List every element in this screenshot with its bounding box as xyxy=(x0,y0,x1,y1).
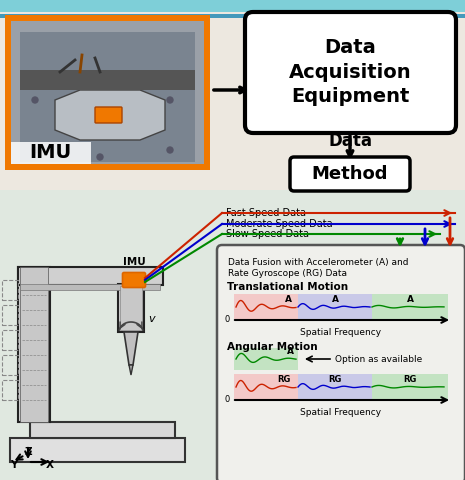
Bar xyxy=(2,280,18,300)
Bar xyxy=(18,267,50,422)
Text: 0: 0 xyxy=(225,315,230,324)
Text: A: A xyxy=(332,295,339,304)
Text: Slow Speed Data: Slow Speed Data xyxy=(226,229,309,239)
Text: Data: Data xyxy=(328,132,372,150)
Bar xyxy=(0,12,465,260)
Text: RG: RG xyxy=(277,375,291,384)
Text: IMU: IMU xyxy=(123,257,146,267)
FancyBboxPatch shape xyxy=(245,12,456,133)
Circle shape xyxy=(32,147,38,153)
Bar xyxy=(298,294,372,320)
Text: A: A xyxy=(285,295,292,304)
Text: A: A xyxy=(286,347,293,356)
Bar xyxy=(2,305,18,325)
Text: X: X xyxy=(46,460,54,470)
Text: Option as available: Option as available xyxy=(335,355,422,363)
Text: Translational Motion: Translational Motion xyxy=(227,282,348,292)
Text: Method: Method xyxy=(312,165,388,183)
Bar xyxy=(18,267,163,285)
Bar xyxy=(0,260,465,480)
Text: Data
Acquisition
Equipment: Data Acquisition Equipment xyxy=(289,38,412,106)
Text: Moderate Speed Data: Moderate Speed Data xyxy=(226,219,332,229)
Polygon shape xyxy=(30,422,175,438)
Bar xyxy=(20,32,195,162)
Bar xyxy=(11,142,91,164)
Polygon shape xyxy=(129,365,133,375)
Bar xyxy=(234,374,298,400)
Text: A: A xyxy=(406,295,413,304)
Text: Data Fusion with Accelerometer (A) and: Data Fusion with Accelerometer (A) and xyxy=(228,258,408,267)
Text: Fast Speed Data: Fast Speed Data xyxy=(226,208,306,218)
Text: Angular Motion: Angular Motion xyxy=(227,342,318,352)
Bar xyxy=(20,267,48,422)
Bar xyxy=(20,70,195,90)
Text: Z: Z xyxy=(24,447,32,457)
Bar xyxy=(5,15,210,170)
Text: Rate Gyroscope (RG) Data: Rate Gyroscope (RG) Data xyxy=(228,269,347,278)
Polygon shape xyxy=(10,438,185,462)
FancyBboxPatch shape xyxy=(290,157,410,191)
Circle shape xyxy=(97,154,103,160)
Bar xyxy=(11,21,204,164)
Text: RG: RG xyxy=(403,375,417,384)
Bar xyxy=(0,14,465,18)
Polygon shape xyxy=(55,90,165,140)
Text: 0: 0 xyxy=(225,396,230,405)
FancyBboxPatch shape xyxy=(122,273,146,288)
Text: Spatial Frequency: Spatial Frequency xyxy=(300,328,382,337)
Bar xyxy=(2,380,18,400)
FancyBboxPatch shape xyxy=(95,107,122,123)
Circle shape xyxy=(167,147,173,153)
Bar xyxy=(118,284,144,332)
Circle shape xyxy=(32,97,38,103)
Text: v: v xyxy=(148,314,155,324)
Text: IMU: IMU xyxy=(29,144,71,163)
Circle shape xyxy=(167,97,173,103)
Bar xyxy=(372,294,448,320)
Bar xyxy=(2,330,18,350)
Bar xyxy=(0,0,465,12)
Polygon shape xyxy=(124,332,138,365)
Bar xyxy=(120,286,142,330)
Bar xyxy=(298,374,372,400)
FancyBboxPatch shape xyxy=(217,245,465,480)
Bar xyxy=(20,284,160,290)
Text: Spatial Frequency: Spatial Frequency xyxy=(300,408,382,417)
Bar xyxy=(0,190,465,480)
Bar xyxy=(234,348,298,370)
Bar xyxy=(2,355,18,375)
Bar xyxy=(372,374,448,400)
Text: Y: Y xyxy=(10,460,18,470)
Text: RG: RG xyxy=(328,375,342,384)
Bar xyxy=(234,294,298,320)
